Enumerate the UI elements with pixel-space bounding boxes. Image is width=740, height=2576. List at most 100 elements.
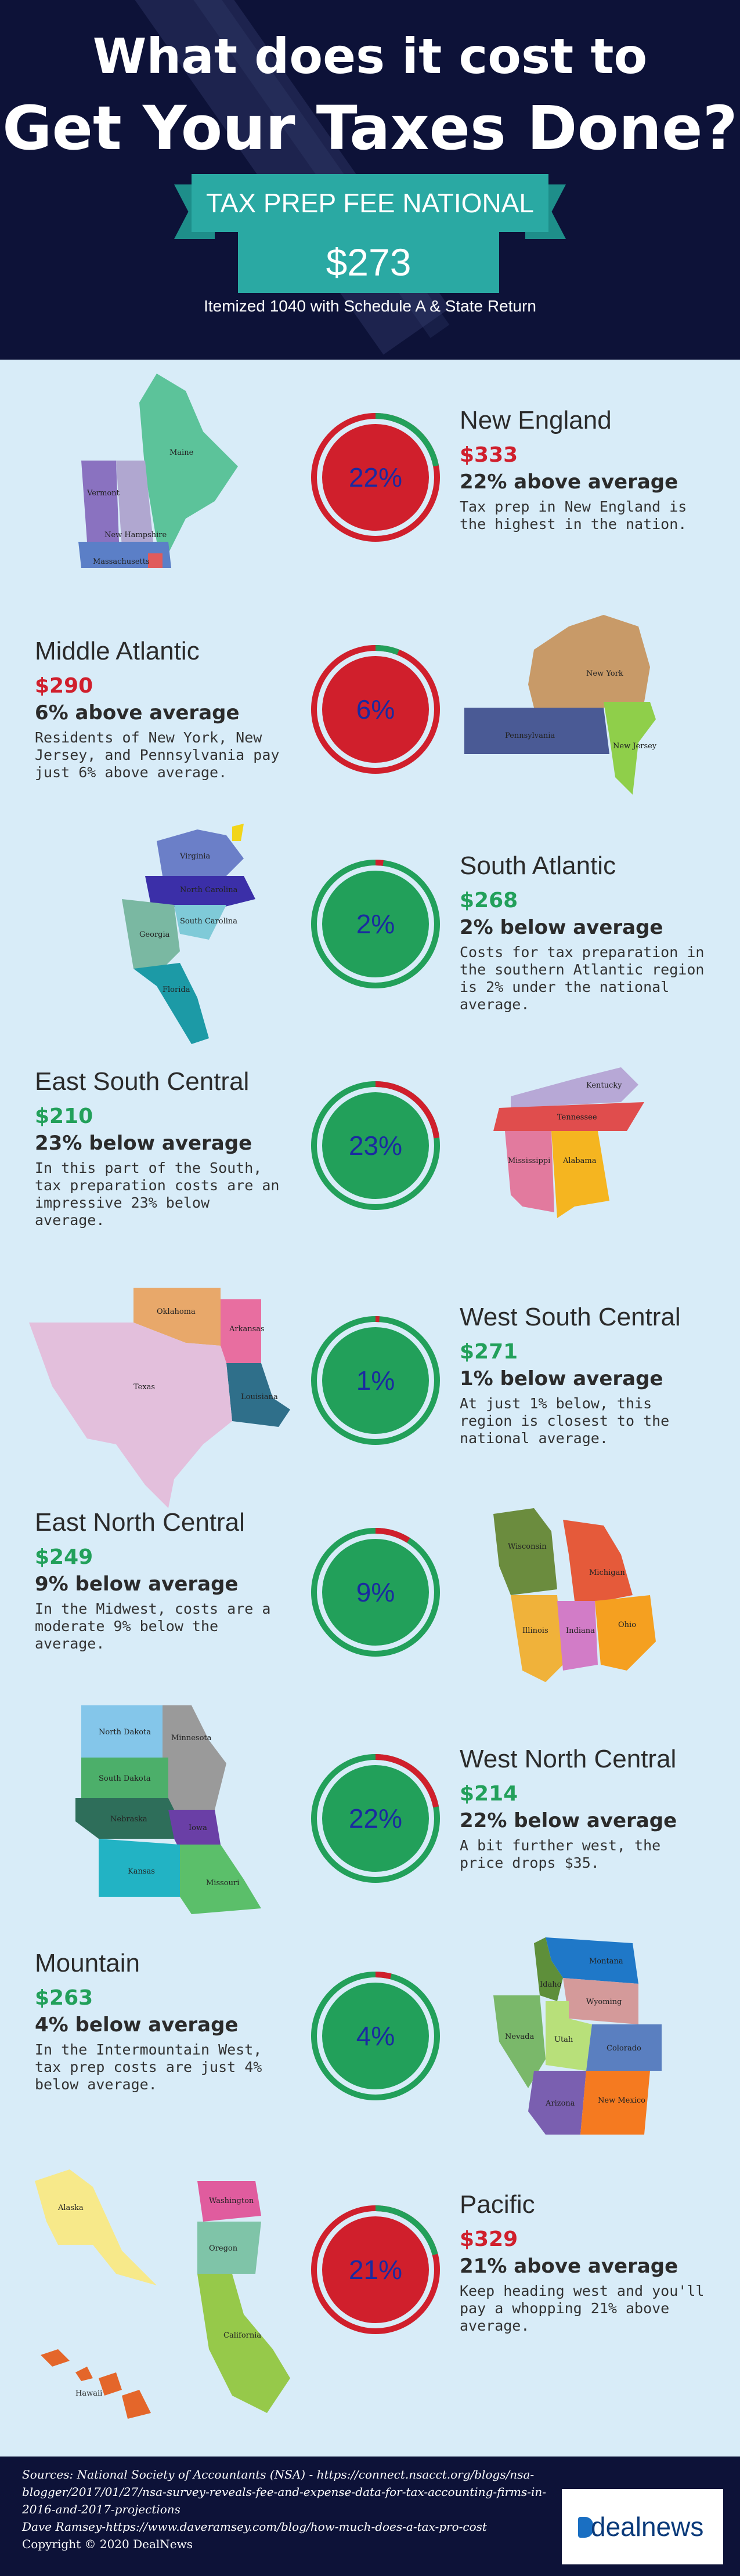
state-label: Iowa bbox=[189, 1824, 207, 1832]
ring-percent-arc bbox=[311, 1754, 440, 1883]
ring-center-disc bbox=[322, 2216, 429, 2323]
region-description: At just 1% below, this region is closest… bbox=[460, 1395, 670, 1447]
region-price: $290 bbox=[35, 674, 93, 698]
region-difference: 23% below average bbox=[35, 1132, 252, 1155]
ring-percent-arc bbox=[311, 645, 440, 774]
mountain-map: Montana Idaho Wyoming Nevada Utah Colora… bbox=[493, 1937, 679, 2146]
state-label: Vermont bbox=[86, 489, 120, 498]
region-east-south-central: East South Central $210 23% below averag… bbox=[0, 1044, 740, 1265]
sources: Sources: National Society of Accountants… bbox=[22, 2466, 556, 2553]
region-difference: 21% above average bbox=[460, 2255, 678, 2278]
south-atlantic-map: Virginia North Carolina South Carolina G… bbox=[110, 824, 261, 1056]
state-label: New Hampshire bbox=[104, 531, 167, 539]
page-title-line1: What does it cost to bbox=[92, 28, 648, 85]
region-pacific: Alaska Washington Oregon California Hawa… bbox=[0, 2158, 740, 2457]
region-description: A bit further west, the price drops $35. bbox=[460, 1837, 661, 1871]
footer: Sources: National Society of Accountants… bbox=[0, 2457, 740, 2576]
state-label: Wyoming bbox=[586, 1998, 622, 2006]
state-label: Mississippi bbox=[508, 1157, 550, 1165]
percent-label: 2% bbox=[356, 909, 395, 939]
percent-ring: 22% bbox=[309, 1752, 442, 1885]
state-label: North Dakota bbox=[99, 1728, 151, 1737]
region-text: Pacific $329 21% above average Keep head… bbox=[460, 2190, 709, 2335]
region-description: Keep heading west and you'll pay a whopp… bbox=[460, 2282, 705, 2334]
percent-ring: 23% bbox=[309, 1079, 442, 1212]
new-england-map: Maine Vermont New Hampshire Massachusett… bbox=[70, 368, 244, 588]
dealnews-logo-text: dealnews bbox=[591, 2512, 704, 2542]
header-banner: What does it cost to Get Your Taxes Done… bbox=[0, 0, 740, 360]
national-average-price: $273 bbox=[238, 232, 499, 293]
region-difference: 22% above average bbox=[460, 470, 678, 494]
region-price: $329 bbox=[460, 2227, 518, 2251]
region-name: East South Central bbox=[35, 1067, 250, 1096]
region-text: West North Central $214 22% below averag… bbox=[460, 1745, 709, 1872]
state-label: Kentucky bbox=[586, 1081, 622, 1090]
state-label: Texas bbox=[133, 1383, 155, 1392]
percent-ring: 21% bbox=[309, 2203, 442, 2336]
region-name: New England bbox=[460, 406, 612, 434]
source-link-ramsey[interactable]: Dave Ramsey-https://www.daveramsey.com/b… bbox=[22, 2520, 487, 2534]
percent-label: 6% bbox=[356, 694, 395, 724]
region-price: $268 bbox=[460, 889, 518, 912]
state-label: Tennessee bbox=[557, 1113, 597, 1122]
percent-label: 9% bbox=[356, 1577, 395, 1607]
percent-ring: 22% bbox=[309, 411, 442, 544]
percent-label: 4% bbox=[356, 2021, 395, 2051]
region-mountain: Mountain $263 4% below average In the In… bbox=[0, 1937, 740, 2158]
region-description: In the Midwest, costs are a moderate 9% … bbox=[35, 1600, 271, 1652]
dealnews-logo-mark-icon bbox=[578, 2517, 593, 2538]
state-label: Kansas bbox=[128, 1867, 155, 1876]
state-label: Louisiana bbox=[241, 1393, 278, 1401]
state-label: Hawaii bbox=[75, 2389, 102, 2398]
region-new-england: Maine Vermont New Hampshire Massachusett… bbox=[0, 360, 740, 592]
state-label: Georgia bbox=[139, 930, 170, 939]
state-label: Arkansas bbox=[229, 1325, 265, 1334]
region-difference: 4% below average bbox=[35, 2013, 239, 2037]
state-label: Maine bbox=[169, 448, 194, 457]
region-name: Pacific bbox=[460, 2190, 535, 2219]
state-label: Arizona bbox=[545, 2099, 575, 2108]
percent-label: 23% bbox=[348, 1131, 403, 1161]
page-title-line2: Get Your Taxes Done? bbox=[2, 93, 738, 164]
ring-percent-arc bbox=[311, 1316, 440, 1445]
region-description: Tax prep in New England is the highest i… bbox=[460, 498, 687, 532]
region-middle-atlantic: Middle Atlantic $290 6% above average Re… bbox=[0, 592, 740, 812]
region-difference: 1% below average bbox=[460, 1367, 663, 1390]
ring-center-disc bbox=[322, 1765, 429, 1872]
ring-center-disc bbox=[322, 871, 429, 977]
state-label: Minnesota bbox=[171, 1734, 212, 1742]
region-name: West South Central bbox=[460, 1303, 681, 1331]
percent-ring: 1% bbox=[309, 1314, 442, 1447]
region-description: In the Intermountain West, tax prep cost… bbox=[35, 2041, 262, 2093]
ring-percent-arc bbox=[311, 860, 440, 988]
ring-percent-arc bbox=[311, 1528, 440, 1657]
ring-percent-arc bbox=[311, 1081, 440, 1210]
state-label: New Mexico bbox=[598, 2096, 645, 2105]
region-difference: 6% above average bbox=[35, 701, 240, 724]
state-label: Oklahoma bbox=[157, 1307, 196, 1316]
region-difference: 22% below average bbox=[460, 1809, 677, 1832]
region-text: East South Central $210 23% below averag… bbox=[35, 1067, 284, 1229]
west-south-central-map: Oklahoma Arkansas Texas Louisiana bbox=[29, 1288, 302, 1508]
region-price: $210 bbox=[35, 1104, 93, 1128]
region-name: Mountain bbox=[35, 1949, 140, 1977]
region-description: In this part of the South, tax preparati… bbox=[35, 1160, 280, 1229]
state-label: Idaho bbox=[540, 1980, 562, 1989]
state-label: Washington bbox=[209, 2197, 254, 2205]
state-label: Alaska bbox=[57, 2204, 84, 2212]
source-link-nsa[interactable]: Sources: National Society of Accountants… bbox=[22, 2468, 547, 2516]
region-difference: 2% below average bbox=[460, 916, 663, 939]
percent-label: 1% bbox=[356, 1365, 395, 1396]
state-label: Wisconsin bbox=[508, 1542, 547, 1551]
ring-percent-arc bbox=[311, 1972, 440, 2100]
region-price: $271 bbox=[460, 1340, 518, 1364]
region-text: Middle Atlantic $290 6% above average Re… bbox=[35, 637, 284, 781]
state-label: New York bbox=[586, 669, 623, 678]
dealnews-logo[interactable]: dealnews bbox=[562, 2489, 723, 2564]
region-price: $263 bbox=[35, 1986, 93, 2010]
region-price: $214 bbox=[460, 1782, 518, 1806]
region-text: New England $333 22% above average Tax p… bbox=[460, 406, 709, 533]
ring-percent-arc bbox=[311, 2205, 440, 2334]
state-label: Virginia bbox=[179, 852, 211, 861]
copyright: Copyright © 2020 DealNews bbox=[22, 2537, 193, 2551]
